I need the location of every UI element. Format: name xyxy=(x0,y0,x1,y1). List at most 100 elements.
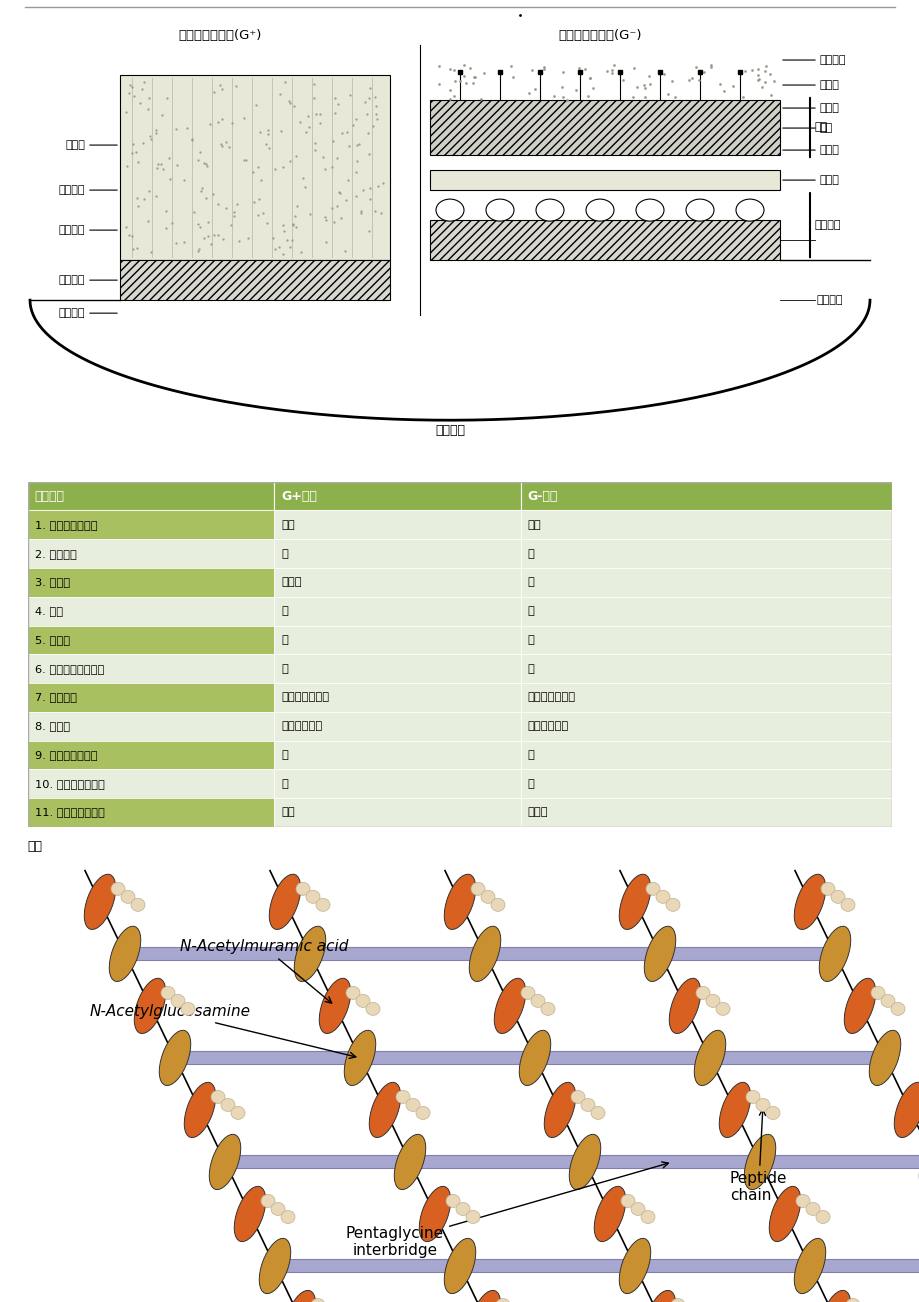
Polygon shape xyxy=(709,1052,884,1065)
Ellipse shape xyxy=(643,926,675,982)
Ellipse shape xyxy=(269,874,301,930)
Ellipse shape xyxy=(234,1186,266,1242)
Text: 8. 产毒素: 8. 产毒素 xyxy=(35,721,70,732)
Ellipse shape xyxy=(755,1099,769,1112)
Ellipse shape xyxy=(571,1090,584,1103)
Ellipse shape xyxy=(284,1290,315,1302)
Ellipse shape xyxy=(518,1030,550,1086)
Ellipse shape xyxy=(668,978,700,1034)
Bar xyxy=(429,220,779,260)
Bar xyxy=(28,741,274,769)
Ellipse shape xyxy=(715,1003,729,1016)
Text: 周质空间: 周质空间 xyxy=(814,220,841,230)
Bar xyxy=(274,568,520,596)
Bar xyxy=(119,76,390,260)
Ellipse shape xyxy=(446,1194,460,1207)
Ellipse shape xyxy=(870,987,884,1000)
Ellipse shape xyxy=(415,1107,429,1120)
Ellipse shape xyxy=(261,1194,275,1207)
Bar xyxy=(28,625,274,654)
Ellipse shape xyxy=(643,1290,675,1302)
Bar xyxy=(520,482,891,510)
Ellipse shape xyxy=(819,1290,850,1302)
Ellipse shape xyxy=(745,1090,759,1103)
Ellipse shape xyxy=(419,1186,450,1242)
Text: 弱: 弱 xyxy=(527,750,534,760)
Ellipse shape xyxy=(444,1238,475,1294)
Polygon shape xyxy=(460,1259,634,1272)
Ellipse shape xyxy=(645,883,659,896)
Bar xyxy=(520,625,891,654)
Text: 周质空间: 周质空间 xyxy=(59,275,85,285)
Ellipse shape xyxy=(346,987,359,1000)
Ellipse shape xyxy=(618,1238,650,1294)
Ellipse shape xyxy=(590,1107,605,1120)
Bar xyxy=(274,539,520,568)
Text: 3. 磷壁酸: 3. 磷壁酸 xyxy=(35,577,70,587)
Text: 多含有: 多含有 xyxy=(280,577,301,587)
Ellipse shape xyxy=(594,1186,625,1242)
Bar xyxy=(274,769,520,798)
Text: 脂蛋白: 脂蛋白 xyxy=(819,145,839,155)
Bar xyxy=(520,741,891,769)
Ellipse shape xyxy=(130,898,145,911)
Ellipse shape xyxy=(311,1298,324,1302)
Text: N-Acetylmuramic acid: N-Acetylmuramic acid xyxy=(180,939,348,1003)
Ellipse shape xyxy=(184,1082,215,1138)
Ellipse shape xyxy=(436,199,463,221)
Ellipse shape xyxy=(845,1298,859,1302)
Text: 厚: 厚 xyxy=(280,548,288,559)
Bar xyxy=(520,596,891,625)
Bar xyxy=(274,654,520,684)
Ellipse shape xyxy=(805,1203,819,1216)
Ellipse shape xyxy=(530,995,544,1008)
Text: 6. 类脂和脂蛋白含量: 6. 类脂和脂蛋白含量 xyxy=(35,664,104,673)
Ellipse shape xyxy=(893,1082,919,1138)
Text: 膜磷壁酸: 膜磷壁酸 xyxy=(59,225,85,236)
Ellipse shape xyxy=(469,1290,500,1302)
Bar xyxy=(28,798,274,827)
Bar xyxy=(274,596,520,625)
Text: 无: 无 xyxy=(280,607,288,616)
Bar xyxy=(429,171,779,190)
Ellipse shape xyxy=(520,987,535,1000)
Ellipse shape xyxy=(210,1090,225,1103)
Ellipse shape xyxy=(569,1134,600,1190)
Text: 以内毒素为主: 以内毒素为主 xyxy=(527,721,568,732)
Ellipse shape xyxy=(585,199,613,221)
Ellipse shape xyxy=(618,874,650,930)
Text: 肽聚糖: 肽聚糖 xyxy=(819,174,839,185)
Text: 敏感: 敏感 xyxy=(280,807,294,818)
Polygon shape xyxy=(359,1052,535,1065)
Ellipse shape xyxy=(319,978,350,1034)
Ellipse shape xyxy=(181,1003,195,1016)
Text: 9. 对机械力的抗性: 9. 对机械力的抗性 xyxy=(35,750,97,760)
Ellipse shape xyxy=(315,898,330,911)
Ellipse shape xyxy=(581,1099,595,1112)
Text: 薄: 薄 xyxy=(527,548,534,559)
Bar xyxy=(28,596,274,625)
Bar xyxy=(28,568,274,596)
Ellipse shape xyxy=(481,891,494,904)
Ellipse shape xyxy=(705,995,720,1008)
Bar xyxy=(274,482,520,510)
Bar xyxy=(274,625,520,654)
Bar xyxy=(520,510,891,539)
Polygon shape xyxy=(634,1259,809,1272)
Ellipse shape xyxy=(405,1099,420,1112)
Text: 比较项目: 比较项目 xyxy=(35,490,64,503)
Ellipse shape xyxy=(665,898,679,911)
Text: 红色: 红色 xyxy=(527,519,540,530)
Ellipse shape xyxy=(840,898,854,911)
Ellipse shape xyxy=(495,1298,509,1302)
Bar xyxy=(28,712,274,741)
Ellipse shape xyxy=(694,1030,725,1086)
Ellipse shape xyxy=(795,1194,809,1207)
Ellipse shape xyxy=(111,883,125,896)
Text: 强: 强 xyxy=(280,750,288,760)
Text: 细胞质膜: 细胞质膜 xyxy=(816,296,843,305)
Ellipse shape xyxy=(768,1186,800,1242)
Ellipse shape xyxy=(890,1003,904,1016)
Ellipse shape xyxy=(696,987,709,1000)
Polygon shape xyxy=(659,948,834,961)
